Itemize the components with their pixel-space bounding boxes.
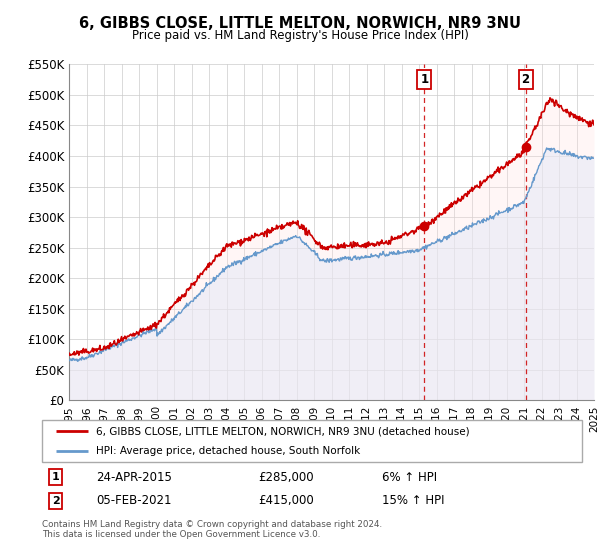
Text: 24-APR-2015: 24-APR-2015 — [96, 471, 172, 484]
Text: Price paid vs. HM Land Registry's House Price Index (HPI): Price paid vs. HM Land Registry's House … — [131, 29, 469, 42]
Text: 1: 1 — [52, 472, 59, 482]
Text: 6, GIBBS CLOSE, LITTLE MELTON, NORWICH, NR9 3NU (detached house): 6, GIBBS CLOSE, LITTLE MELTON, NORWICH, … — [96, 426, 470, 436]
FancyBboxPatch shape — [42, 420, 582, 462]
Text: £285,000: £285,000 — [258, 471, 314, 484]
Text: HPI: Average price, detached house, South Norfolk: HPI: Average price, detached house, Sout… — [96, 446, 360, 456]
Text: 15% ↑ HPI: 15% ↑ HPI — [382, 494, 445, 507]
Text: 05-FEB-2021: 05-FEB-2021 — [96, 494, 172, 507]
Text: Contains HM Land Registry data © Crown copyright and database right 2024.
This d: Contains HM Land Registry data © Crown c… — [42, 520, 382, 539]
Text: 2: 2 — [52, 496, 59, 506]
Text: 1: 1 — [421, 73, 428, 86]
Text: 6, GIBBS CLOSE, LITTLE MELTON, NORWICH, NR9 3NU: 6, GIBBS CLOSE, LITTLE MELTON, NORWICH, … — [79, 16, 521, 31]
Text: 6% ↑ HPI: 6% ↑ HPI — [382, 471, 437, 484]
Text: £415,000: £415,000 — [258, 494, 314, 507]
Text: 2: 2 — [521, 73, 530, 86]
